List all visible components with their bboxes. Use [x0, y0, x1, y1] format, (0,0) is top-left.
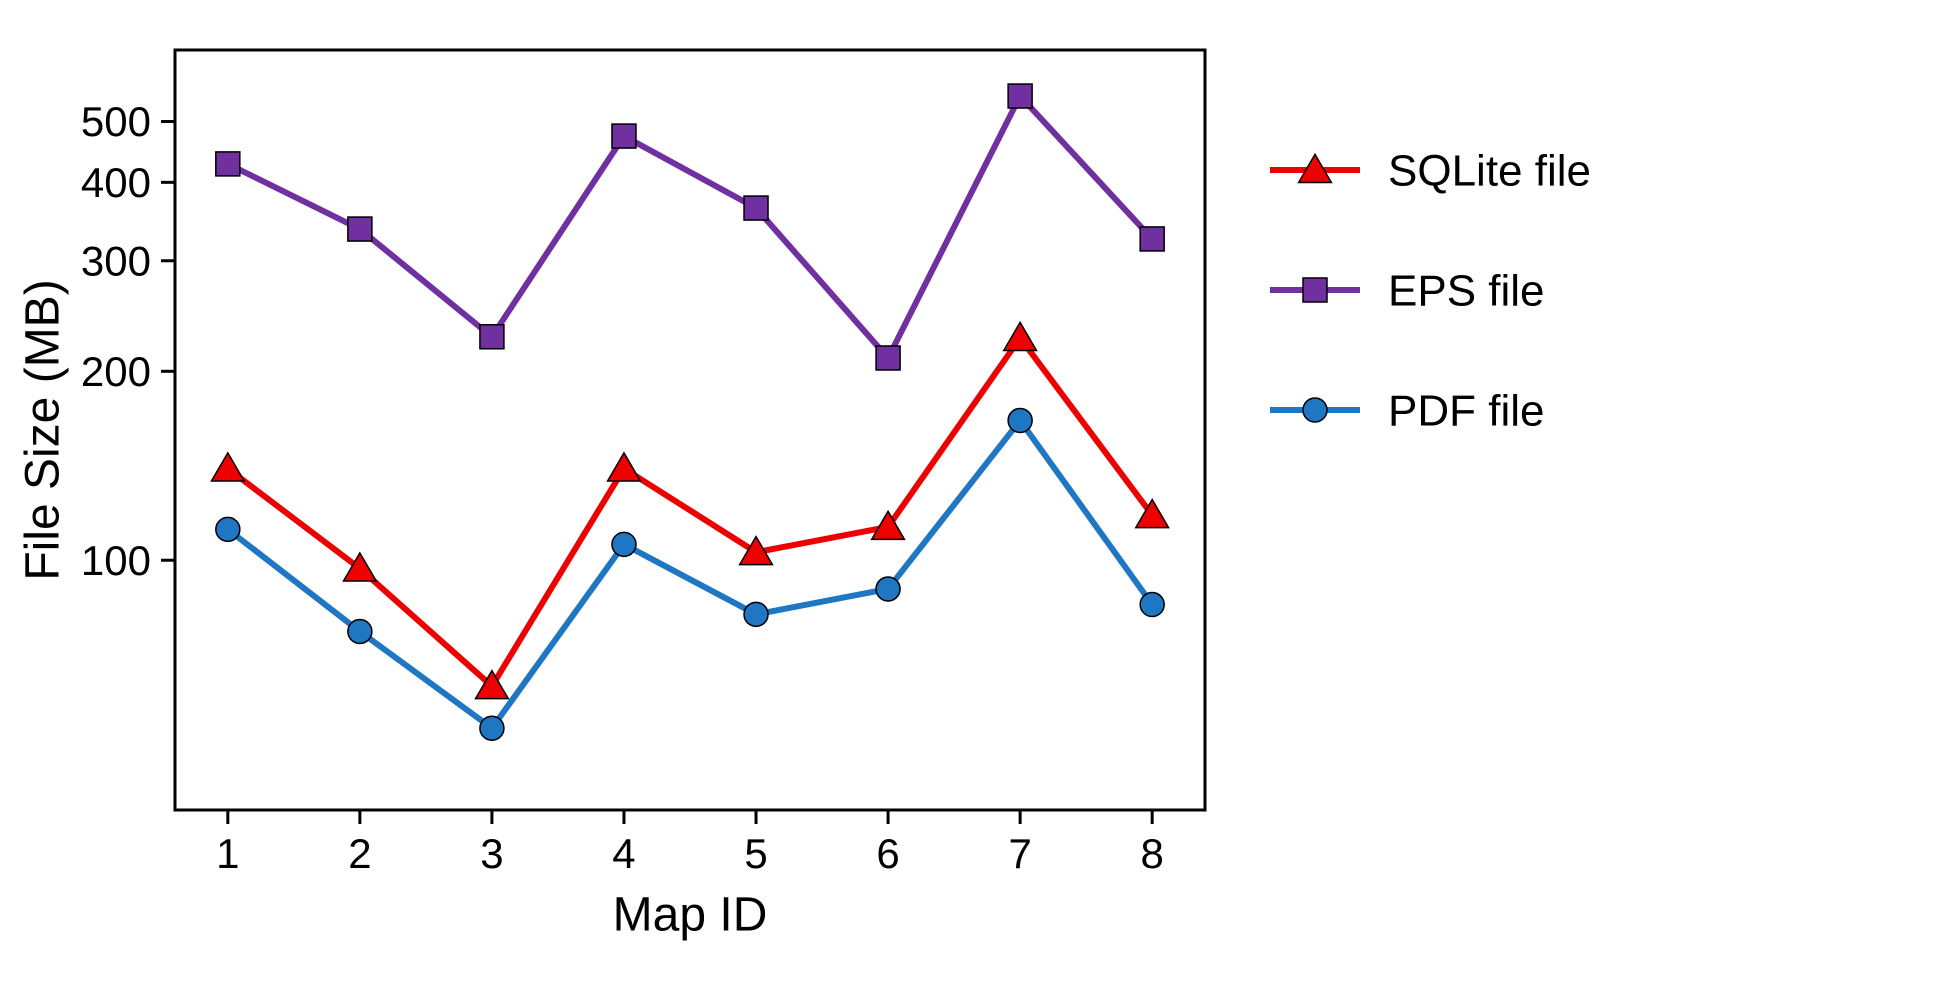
legend-item: PDF file [1270, 386, 1544, 435]
y-axis-label: File Size (MB) [17, 279, 70, 580]
x-tick-label: 2 [348, 830, 371, 877]
legend-label: PDF file [1388, 386, 1544, 435]
x-tick-label: 8 [1140, 830, 1163, 877]
y-tick-label: 400 [81, 159, 151, 206]
line-chart: 1 2 3 4 5 6 7 8 100 200 300 400 500 Map ID File Size (… [0, 0, 1946, 1008]
y-tick-label: 500 [81, 98, 151, 145]
y-tick-label: 300 [81, 237, 151, 284]
y-tick-label: 200 [81, 348, 151, 395]
x-tick-label: 4 [612, 830, 635, 877]
x-tick-label: 7 [1008, 830, 1031, 877]
legend-item: EPS file [1270, 266, 1545, 315]
x-tick-label: 3 [480, 830, 503, 877]
legend-label: EPS file [1388, 266, 1545, 315]
x-tick-label: 6 [876, 830, 899, 877]
x-tick-label: 1 [216, 830, 239, 877]
chart-container: 1 2 3 4 5 6 7 8 100 200 300 400 500 Map ID File Size (… [0, 0, 1946, 1008]
legend-label: SQLite file [1388, 146, 1591, 195]
x-tick-label: 5 [744, 830, 767, 877]
y-tick-label: 100 [81, 537, 151, 584]
legend-item: SQLite file [1270, 146, 1591, 195]
x-axis-label: Map ID [613, 889, 768, 942]
